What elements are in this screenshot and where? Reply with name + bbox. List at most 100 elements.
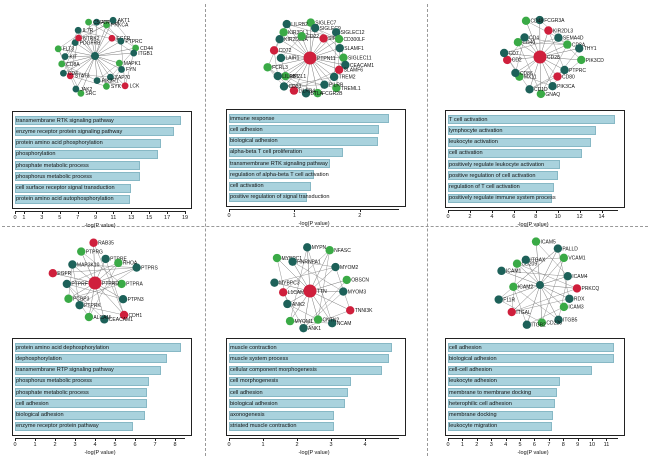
network-node [544, 26, 553, 35]
bar-category-label: cell adhesion [230, 126, 263, 133]
network-edge [309, 290, 333, 324]
network-node [275, 34, 284, 44]
network-edge [501, 270, 568, 277]
bar-category-label: leukocyte migration [449, 423, 498, 430]
bar [15, 161, 141, 171]
network-node [270, 278, 279, 287]
bar [15, 127, 175, 137]
x-axis-tick [534, 438, 536, 441]
node-label: CNTN2 [323, 317, 340, 323]
network-node [494, 295, 503, 304]
network-edge [307, 247, 333, 324]
x-axis-tick-label: 4 [93, 442, 97, 448]
x-axis-tick-label: 1 [261, 442, 265, 448]
network-edge [303, 279, 347, 329]
network-edge [309, 57, 337, 89]
network-hub-node [91, 52, 99, 60]
bar [15, 194, 131, 204]
network-node [313, 315, 323, 324]
bar [229, 399, 345, 409]
node-label: CD209 [522, 261, 538, 267]
network-edge [517, 42, 542, 95]
network-edge [70, 55, 96, 77]
node-label: CD4 [68, 71, 78, 77]
x-axis-tick-label: 3 [40, 215, 44, 221]
network-node [341, 60, 350, 70]
x-axis-tick-label: 11 [110, 215, 117, 221]
network-edge [539, 19, 568, 45]
network-node [577, 55, 586, 65]
x-axis-tick-label: 2 [358, 213, 362, 219]
network-node [118, 66, 125, 73]
network-edge [88, 22, 96, 57]
node-label: PTPRF [71, 282, 87, 288]
network-node [575, 44, 584, 53]
node-label: ITGB1 [138, 51, 153, 57]
node-label: SIGLEC12 [341, 30, 365, 36]
node-label: STAT3 [75, 74, 90, 80]
network-node [329, 72, 339, 82]
network-edge [513, 286, 528, 325]
bar [448, 126, 597, 136]
node-label: CD48 [531, 19, 544, 25]
bar-category-label: cell-cell adhesion [449, 367, 492, 374]
bar-category-label: biological adhesion [230, 138, 278, 145]
x-axis-tick [167, 211, 169, 214]
node-label: PRKCA [111, 23, 129, 29]
network-edge [94, 55, 122, 70]
network-edge [94, 55, 107, 87]
x-axis-tick [77, 211, 79, 214]
bar [15, 116, 182, 126]
node-label: JAK2 [80, 87, 92, 93]
network-node [272, 253, 282, 263]
bar [229, 114, 390, 124]
bar-category-label: enzyme receptor protein pathway [16, 423, 99, 430]
node-label: ICAM5 [541, 239, 557, 245]
network-node [553, 244, 563, 253]
node-label: CD1D [534, 87, 548, 93]
network-edge [317, 250, 330, 320]
network-hub-node [88, 276, 102, 290]
network-node [525, 85, 534, 94]
node-label: VCAM1 [568, 256, 585, 262]
network-edge [539, 284, 559, 320]
bar [448, 388, 558, 398]
node-label: RAB35 [98, 241, 114, 247]
x-axis-title: -log(P value) [517, 450, 549, 456]
network-node [512, 259, 522, 268]
x-axis-tick-label: 13 [128, 215, 135, 221]
bar [229, 159, 331, 169]
node-label: PTPN3 [128, 297, 144, 303]
network-edge [81, 251, 122, 285]
network-node [276, 53, 286, 63]
x-axis-tick-label: 0 [13, 442, 17, 448]
network-edge [539, 56, 582, 61]
network-node [554, 315, 563, 324]
node-label: CEACAM1 [350, 63, 374, 69]
network-edge [58, 48, 77, 90]
network-edge [79, 267, 137, 306]
network-node [75, 34, 83, 42]
network-node [342, 275, 351, 285]
network-node [301, 89, 311, 98]
node-label: GNAQ [545, 92, 560, 98]
x-axis-tick-label: 15 [146, 215, 153, 221]
network-node [507, 307, 516, 317]
vertical-divider-left [205, 4, 206, 456]
x-axis-tick [365, 438, 366, 441]
network-node [559, 253, 569, 263]
node-label: MYPN [312, 245, 327, 251]
x-axis-tick [359, 209, 361, 212]
bar-category-label: T cell activation [449, 116, 488, 123]
bar-category-label: cellular component morphogenesis [230, 367, 317, 374]
network-edge [524, 37, 568, 45]
node-label: CD33 [288, 84, 301, 90]
network-node [101, 254, 110, 264]
network-node [331, 262, 340, 272]
node-label: SLAMF1 [344, 46, 364, 52]
network-node [74, 26, 82, 34]
bar-category-label: regulation of T cell activation [449, 184, 520, 191]
network-node [335, 43, 344, 53]
